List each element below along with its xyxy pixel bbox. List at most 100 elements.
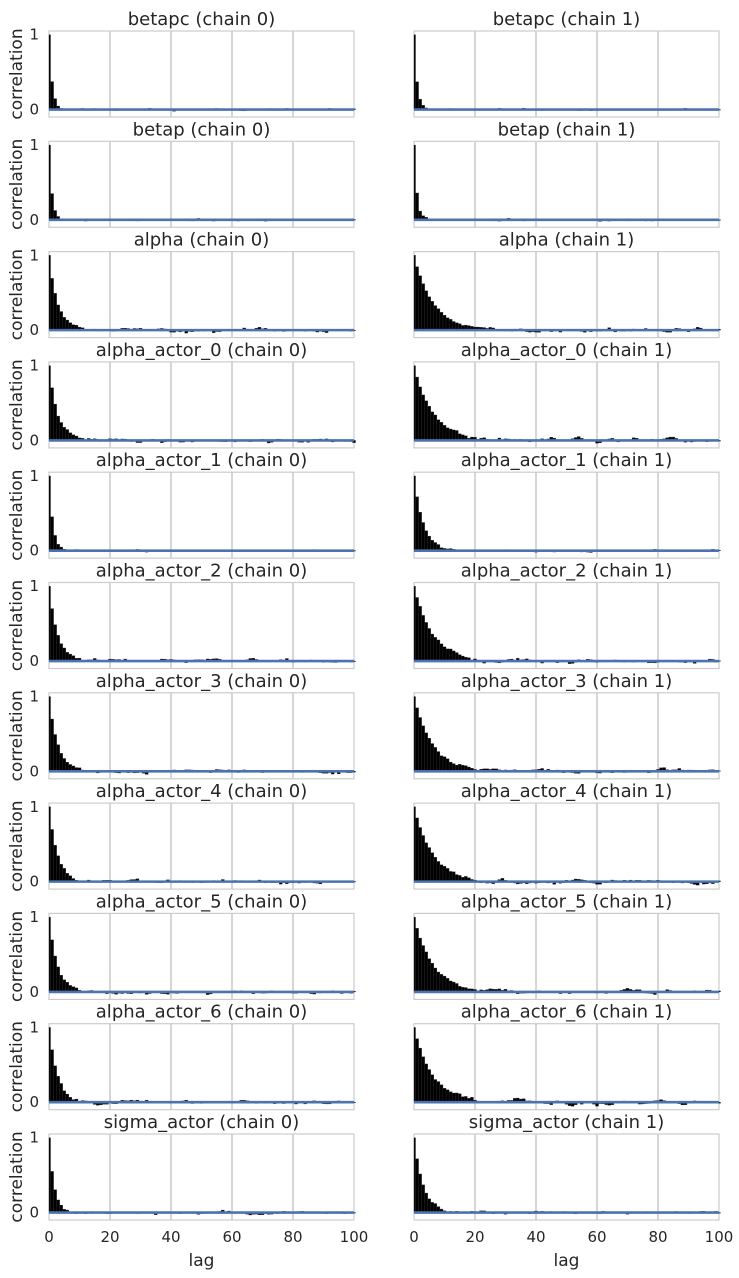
acf-bar — [436, 308, 441, 331]
acf-bar — [415, 496, 419, 551]
acf-bar — [427, 738, 431, 772]
acf-bar — [413, 34, 416, 110]
panel-title: alpha (chain 1) — [499, 230, 635, 251]
y-tick-label: 1 — [29, 908, 39, 926]
acf-bar — [50, 516, 54, 551]
acf-bar — [418, 1047, 422, 1103]
y-axis-label: correlation — [7, 580, 27, 671]
panel-frame — [48, 30, 355, 118]
panel-title: sigma_actor (chain 1) — [469, 1112, 664, 1133]
panel-frame — [48, 581, 355, 670]
acf-bar — [436, 971, 441, 993]
panel-frame — [413, 251, 720, 339]
acf-bar — [48, 1137, 51, 1213]
y-tick-label: 0 — [29, 321, 39, 339]
y-tick-label: 1 — [29, 357, 39, 375]
panel-title: alpha_actor_6 (chain 0) — [96, 1002, 307, 1023]
acf-bar — [59, 311, 63, 331]
acf-bar — [427, 405, 431, 441]
acf-bar — [62, 1090, 66, 1103]
x-tick-label: 0 — [409, 1228, 419, 1246]
x-tick-label: 0 — [44, 1228, 54, 1246]
acf-bar — [53, 955, 57, 993]
panel-title: alpha_actor_2 (chain 0) — [96, 561, 307, 582]
panel-frame — [48, 140, 355, 228]
panel-title: alpha_actor_2 (chain 1) — [461, 561, 672, 582]
y-tick-label: 0 — [29, 211, 39, 229]
acf-bar — [427, 628, 431, 662]
panel-title: sigma_actor (chain 0) — [104, 1112, 299, 1133]
acf-bar — [442, 425, 447, 441]
panel-frame — [48, 912, 355, 1001]
acf-bar — [418, 937, 422, 993]
acf-bar — [50, 278, 54, 331]
acf-bar — [415, 597, 419, 662]
panel-title: alpha_actor_1 (chain 1) — [461, 450, 672, 471]
panel-frame — [413, 692, 720, 780]
y-tick-label: 0 — [29, 1093, 39, 1111]
acf-bar — [62, 427, 66, 441]
panel-title: alpha_actor_1 (chain 0) — [96, 450, 307, 471]
acf-bar — [445, 758, 450, 772]
acf-bar — [421, 394, 425, 441]
x-tick-label: 60 — [222, 1228, 241, 1246]
acf-bar — [451, 650, 456, 662]
x-axis-label: lag — [189, 1251, 215, 1271]
acf-bar — [418, 717, 422, 772]
acf-bar — [50, 81, 54, 110]
acf-bar — [418, 1173, 422, 1213]
panel-frame — [48, 361, 355, 449]
acf-bar — [415, 1158, 419, 1213]
panel-title: alpha_actor_0 (chain 1) — [461, 340, 672, 361]
x-tick-label: 100 — [340, 1228, 369, 1246]
acf-bar — [445, 317, 450, 331]
acf-bar — [421, 945, 425, 993]
acf-bar — [50, 939, 54, 993]
acf-bar — [424, 290, 428, 331]
panel-frame — [48, 251, 355, 339]
acf-bar — [421, 615, 425, 662]
acf-bar — [436, 639, 441, 662]
y-axis-label: correlation — [7, 28, 27, 119]
acf-bar — [445, 648, 450, 662]
x-tick-label: 40 — [526, 1228, 545, 1246]
acf-bar — [451, 981, 456, 993]
acf-bar — [418, 827, 422, 882]
y-tick-label: 0 — [29, 983, 39, 1001]
panel-frame — [413, 140, 720, 228]
acf-bar — [56, 635, 60, 662]
y-tick-label: 0 — [29, 542, 39, 560]
panel-19: alpha_actor_6 (chain 1) — [413, 1002, 721, 1111]
acf-bar — [445, 1089, 450, 1103]
y-tick-label: 1 — [29, 26, 39, 44]
acf-bar — [421, 283, 425, 331]
acf-bar — [50, 1171, 54, 1213]
acf-bar — [424, 530, 428, 551]
y-tick-label: 0 — [29, 652, 39, 670]
acf-bar — [439, 1084, 444, 1103]
panel-3: betap (chain 1) — [413, 119, 721, 228]
panel-1: betapc (chain 1) — [413, 9, 721, 118]
acf-bar — [451, 871, 456, 882]
acf-bar — [59, 643, 63, 662]
x-tick-label: 20 — [465, 1228, 484, 1246]
acf-bar — [48, 34, 51, 110]
acf-bar — [424, 842, 428, 882]
panel-title: alpha_actor_6 (chain 1) — [461, 1002, 672, 1023]
acf-bar — [50, 193, 54, 220]
acf-bar — [421, 522, 425, 551]
acf-bar — [424, 622, 428, 662]
acf-bar — [50, 387, 54, 441]
y-tick-label: 1 — [29, 688, 39, 706]
acf-bar — [448, 428, 453, 441]
acf-bar — [448, 648, 453, 662]
panel-17: alpha_actor_5 (chain 1) — [413, 891, 721, 1001]
acf-bar — [442, 756, 447, 772]
acf-bar — [56, 744, 60, 772]
acf-bar — [448, 980, 453, 993]
acf-bar — [50, 1049, 54, 1103]
